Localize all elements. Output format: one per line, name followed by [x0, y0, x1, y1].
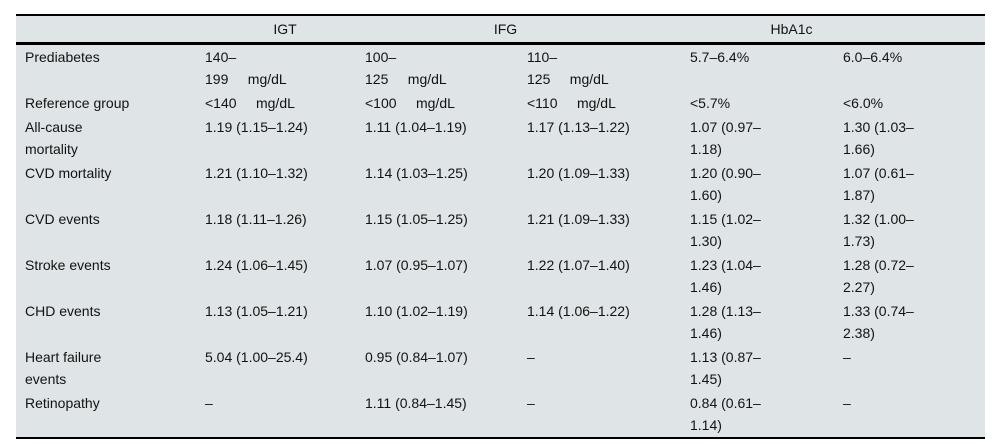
row-label: Heart failure events: [25, 349, 102, 387]
row-label: Reference group: [25, 95, 130, 111]
table-cell: 1.28 (0.72– 2.27): [843, 257, 914, 295]
table-cell: 1.21 (1.10–1.32): [205, 165, 308, 181]
table-cell: 1.10 (1.02–1.19): [365, 303, 468, 319]
table-row: Retinopathy – 1.11 (0.84–1.45) – 0.84 (0.61–…: [16, 391, 985, 438]
table-cell: 1.19 (1.15–1.24): [205, 119, 308, 135]
table-header-row: IGT IFG HbA1c: [16, 15, 985, 45]
table-row: CHD events 1.13 (1.05–1.21) 1.10 (1.02–1.1…: [16, 299, 985, 345]
table-cell: 1.13 (1.05–1.21): [205, 303, 308, 319]
table-cell: 1.11 (1.04–1.19): [365, 119, 467, 135]
table-cell: 0.84 (0.61– 1.14): [690, 395, 761, 433]
table-cell: 1.11 (0.84–1.45): [365, 395, 467, 411]
table-cell: 1.18 (1.11–1.26): [205, 211, 307, 227]
row-label: Prediabetes: [25, 49, 100, 65]
table-cell: 1.07 (0.95–1.07): [365, 257, 468, 273]
row-label: Retinopathy: [25, 395, 100, 411]
table-row: All-cause mortality 1.19 (1.15–1.24) 1.11 …: [16, 115, 985, 161]
table-row: CVD events 1.18 (1.11–1.26) 1.15 (1.05–1.2…: [16, 207, 985, 253]
row-label: CHD events: [25, 303, 101, 319]
table-cell: <6.0%: [843, 95, 884, 111]
table-row: CVD mortality 1.21 (1.10–1.32) 1.14 (1.03–…: [16, 161, 985, 207]
table-cell: 1.30 (1.03– 1.66): [843, 119, 914, 157]
table-cell: 1.15 (1.05–1.25): [365, 211, 468, 227]
header-group-ifg: IFG: [365, 15, 690, 45]
table-cell: 1.07 (0.61– 1.87): [843, 165, 914, 203]
row-label: CVD mortality: [25, 165, 112, 181]
row-label: Stroke events: [25, 257, 111, 273]
table-cell: 1.22 (1.07–1.40): [527, 257, 630, 273]
header-spacer: [16, 15, 205, 45]
table-cell: <140 mg/dL: [205, 95, 295, 111]
table-cell: 1.23 (1.04– 1.46): [690, 257, 761, 295]
table-cell: 110– 125 mg/dL: [527, 49, 609, 87]
prediabetes-outcomes-table: IGT IFG HbA1c Prediabetes 140– 199 mg/dL 1…: [16, 14, 985, 439]
header-group-hba1c: HbA1c: [690, 15, 985, 45]
table-body: Prediabetes 140– 199 mg/dL 100– 125 mg/dL 1…: [16, 44, 985, 439]
table-cell: –: [527, 395, 535, 411]
table-row: Stroke events 1.24 (1.06–1.45) 1.07 (0.95–…: [16, 253, 985, 299]
table-cell: –: [527, 349, 535, 365]
table-cell: –: [205, 395, 213, 411]
table-cell: –: [843, 395, 851, 411]
table-cell: 1.33 (0.74– 2.38): [843, 303, 914, 341]
table-cell: 1.17 (1.13–1.22): [527, 119, 630, 135]
table-cell: 1.07 (0.97– 1.18): [690, 119, 761, 157]
table-row: Reference group <140 mg/dL <100 mg/dL <110 …: [16, 91, 985, 115]
table-cell: 1.32 (1.00– 1.73): [843, 211, 914, 249]
table-cell: 5.7–6.4%: [690, 49, 750, 65]
table-cell: –: [843, 349, 851, 365]
table-cell: 100– 125 mg/dL: [365, 49, 447, 87]
table-cell: 1.14 (1.03–1.25): [365, 165, 468, 181]
table-cell: 140– 199 mg/dL: [205, 49, 287, 87]
table-cell: 0.95 (0.84–1.07): [365, 349, 468, 365]
header-group-igt: IGT: [205, 15, 365, 45]
table-cell: 6.0–6.4%: [843, 49, 903, 65]
table-cell: 1.20 (0.90– 1.60): [690, 165, 761, 203]
table-cell: 1.13 (0.87– 1.45): [690, 349, 761, 387]
row-label: CVD events: [25, 211, 100, 227]
table-cell: 1.28 (1.13– 1.46): [690, 303, 761, 341]
table-cell: 1.14 (1.06–1.22): [527, 303, 630, 319]
table-cell: <100 mg/dL: [365, 95, 455, 111]
table-cell: 5.04 (1.00–25.4): [205, 349, 308, 365]
table-cell: 1.20 (1.09–1.33): [527, 165, 630, 181]
table-cell: 1.21 (1.09–1.33): [527, 211, 630, 227]
table-cell: 1.15 (1.02– 1.30): [690, 211, 761, 249]
table-cell: <110 mg/dL: [527, 95, 616, 111]
table-row: Heart failure events 5.04 (1.00–25.4) 0.95…: [16, 345, 985, 391]
table-container: IGT IFG HbA1c Prediabetes 140– 199 mg/dL 1…: [16, 14, 985, 439]
table-row: Prediabetes 140– 199 mg/dL 100– 125 mg/dL 1…: [16, 44, 985, 92]
table-cell: <5.7%: [690, 95, 731, 111]
table-cell: 1.24 (1.06–1.45): [205, 257, 308, 273]
row-label: All-cause mortality: [25, 119, 83, 157]
